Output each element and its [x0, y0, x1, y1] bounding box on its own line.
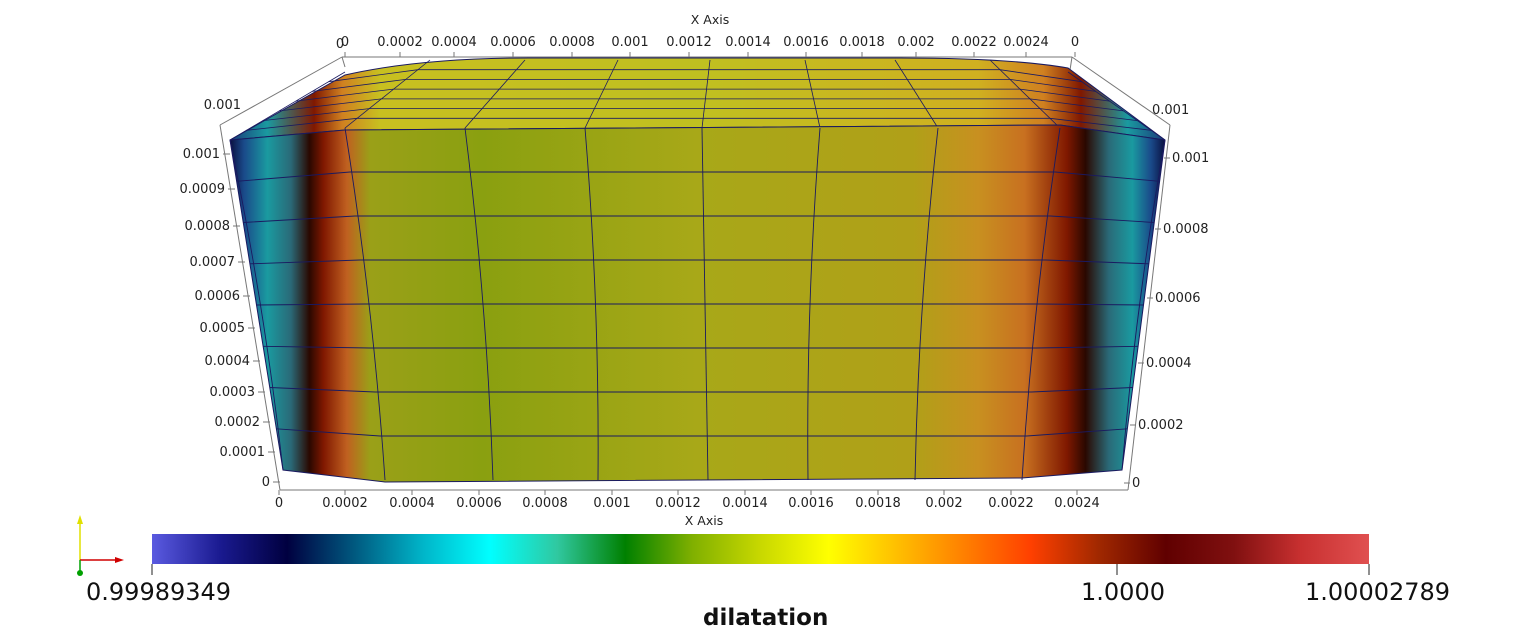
- xyz-axes-triad-icon: [77, 515, 124, 576]
- top-x-tick-label: 0: [1071, 35, 1079, 50]
- bottom-x-tick-label: 0.0008: [522, 496, 568, 511]
- top-x-tick-label: 0.0022: [951, 35, 997, 50]
- top-x-axis: 0 0.0002 0.0004 0.0006 0.0008 0.001 0.0012 0.00…: [336, 35, 1079, 57]
- top-x-tick-label: 0: [336, 37, 344, 52]
- bottom-x-tick-label: 0.001: [593, 496, 630, 511]
- colorbar-ticks: [151, 564, 1370, 575]
- colorbar: [152, 534, 1369, 564]
- bottom-x-tick-label: 0.0004: [389, 496, 435, 511]
- bottom-x-tick-label: 0.0014: [722, 496, 768, 511]
- right-y-tick-label: 0.001: [1172, 151, 1209, 166]
- left-y-tick-label: 0.0006: [195, 289, 241, 304]
- colorbar-title: dilatation: [703, 605, 829, 631]
- mesh-front-face: [229, 124, 1166, 483]
- top-x-tick-label: 0.0012: [666, 35, 712, 50]
- bottom-x-tick-label: 0.002: [925, 496, 962, 511]
- left-corner-tick-label: 0.001: [204, 98, 241, 113]
- bounding-box: [219, 56, 1171, 491]
- bottom-x-axis-title: X Axis: [685, 513, 723, 528]
- right-y-tick-label: 0.0002: [1138, 418, 1184, 433]
- left-y-tick-label: 0.0007: [190, 255, 236, 270]
- bottom-x-tick-label: 0.0002: [322, 496, 368, 511]
- top-x-tick-label: 0.001: [611, 35, 648, 50]
- left-y-tick-label: 0.0002: [215, 415, 261, 430]
- left-y-tick-label: 0.001: [183, 147, 220, 162]
- top-x-tick-label: 0.0016: [783, 35, 829, 50]
- left-y-tick-label: 0.0008: [185, 219, 231, 234]
- bottom-x-tick-label: 0.0006: [456, 496, 502, 511]
- left-y-tick-label: 0: [262, 475, 270, 490]
- top-x-tick-label: 0.0008: [549, 35, 595, 50]
- right-corner-tick-label: 0.001: [1152, 103, 1189, 118]
- colorbar-mid-label: 1.0000: [1081, 578, 1165, 606]
- top-x-tick-label: 0: [341, 35, 349, 50]
- bottom-x-tick-label: 0.0012: [655, 496, 701, 511]
- top-x-axis-title: X Axis: [691, 12, 729, 27]
- mesh-top-grid: [229, 59, 1166, 141]
- top-x-tick-label: 0.0002: [377, 35, 423, 50]
- left-y-tick-label: 0.0005: [200, 321, 246, 336]
- right-y-tick-label: 0: [1132, 476, 1140, 491]
- colorbar-min-label: 0.99989349: [86, 578, 232, 606]
- bottom-x-tick-label: 0.0024: [1054, 496, 1100, 511]
- left-y-tick-label: 0.0004: [205, 354, 251, 369]
- top-x-tick-label: 0.0004: [431, 35, 477, 50]
- top-x-tick-label: 0.002: [897, 35, 934, 50]
- bottom-x-tick-label: 0.0016: [788, 496, 834, 511]
- bottom-x-tick-label: 0.0022: [988, 496, 1034, 511]
- bottom-x-tick-label: 0: [275, 496, 283, 511]
- colorbar-max-label: 1.00002789: [1305, 578, 1451, 606]
- left-y-tick-label: 0.0001: [220, 445, 266, 460]
- top-x-tick-label: 0.0006: [490, 35, 536, 50]
- right-y-tick-label: 0.0008: [1163, 222, 1209, 237]
- right-y-axis: 0 0.0002 0.0004 0.0006 0.0008 0.001 0.001: [1124, 103, 1209, 491]
- top-x-tick-label: 0.0014: [725, 35, 771, 50]
- mesh-front-grid: [229, 127, 1166, 481]
- right-y-tick-label: 0.0004: [1146, 356, 1192, 371]
- top-x-tick-label: 0.0018: [839, 35, 885, 50]
- left-y-tick-label: 0.0003: [210, 385, 256, 400]
- bottom-x-tick-label: 0.0018: [855, 496, 901, 511]
- bottom-x-axis: 0 0.0002 0.0004 0.0006 0.0008 0.001 0.0012 0.00…: [275, 490, 1100, 511]
- left-y-axis: 0 0.0001 0.0002 0.0003 0.0004 0.0005 0.0006 0.0…: [180, 98, 280, 490]
- right-y-tick-label: 0.0006: [1155, 291, 1201, 306]
- left-y-tick-label: 0.0009: [180, 182, 226, 197]
- top-x-tick-label: 0.0024: [1003, 35, 1049, 50]
